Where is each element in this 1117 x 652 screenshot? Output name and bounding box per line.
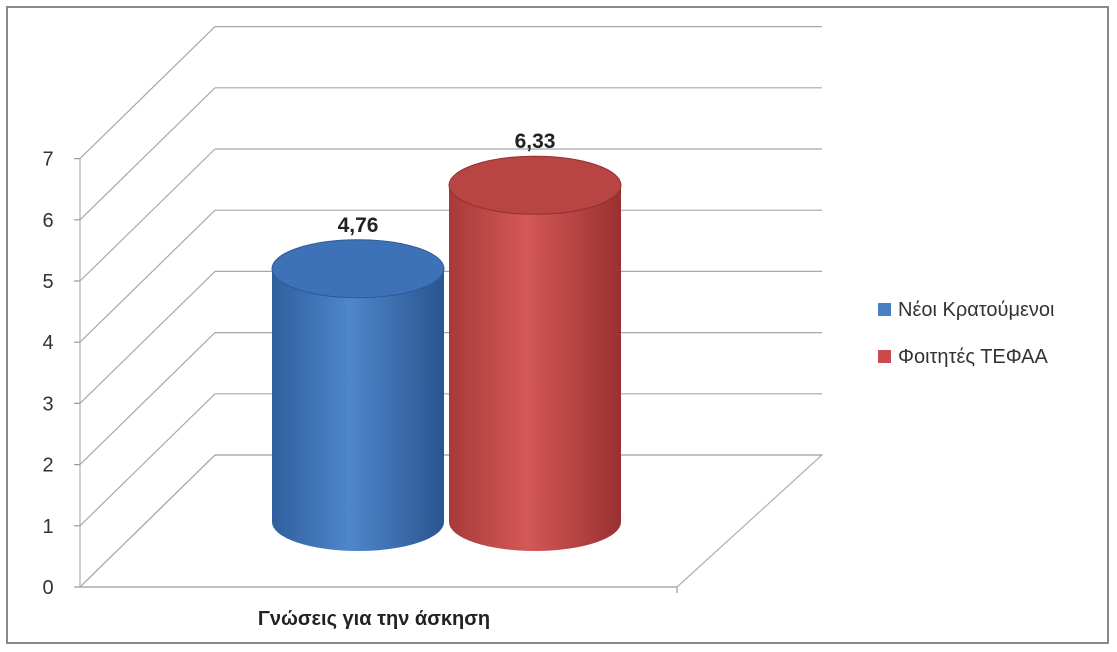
gridlines <box>74 26 822 588</box>
legend-swatch-1 <box>878 350 891 363</box>
y-tick-label: 4 <box>42 332 53 354</box>
bar-top <box>271 239 445 299</box>
y-tick-label: 1 <box>42 516 53 538</box>
y-axis-ticks: 0 1 2 3 4 5 6 7 <box>42 149 53 599</box>
legend: Νέοι Κρατούμενοι Φοιτητές ΤΕΦΑΑ <box>878 299 1054 368</box>
bar-0 <box>271 239 445 551</box>
gridline-diagonal <box>79 454 216 588</box>
bar-body <box>449 185 621 551</box>
y-tick-label: 5 <box>42 271 53 293</box>
gridline-diagonal <box>79 270 216 404</box>
legend-label-0: Νέοι Κρατούμενοι <box>898 299 1054 321</box>
gridline-diagonal <box>79 87 216 221</box>
legend-swatch-0 <box>878 303 891 316</box>
gridline-diagonal <box>79 26 216 160</box>
gridline-diagonal <box>79 148 216 282</box>
gridline-diagonal <box>79 393 216 527</box>
bar-body <box>272 268 444 551</box>
y-tick-label: 7 <box>42 149 53 171</box>
y-tick-label: 6 <box>42 210 53 232</box>
legend-label-1: Φοιτητές ΤΕΦΑΑ <box>898 346 1048 368</box>
y-tick-label: 3 <box>42 393 53 415</box>
y-tick-label: 2 <box>42 455 53 477</box>
category-label: Γνώσεις για την άσκηση <box>258 608 490 630</box>
data-label-0: 4,76 <box>338 214 379 237</box>
gridline-diagonal <box>79 209 216 343</box>
y-tick-label: 0 <box>42 577 53 599</box>
bars <box>271 155 622 551</box>
bar-top <box>448 155 622 215</box>
data-labels: 4,76 6,33 <box>338 130 556 237</box>
bar-1 <box>448 155 622 551</box>
gridline-diagonal <box>79 332 216 466</box>
data-label-1: 6,33 <box>515 130 556 153</box>
